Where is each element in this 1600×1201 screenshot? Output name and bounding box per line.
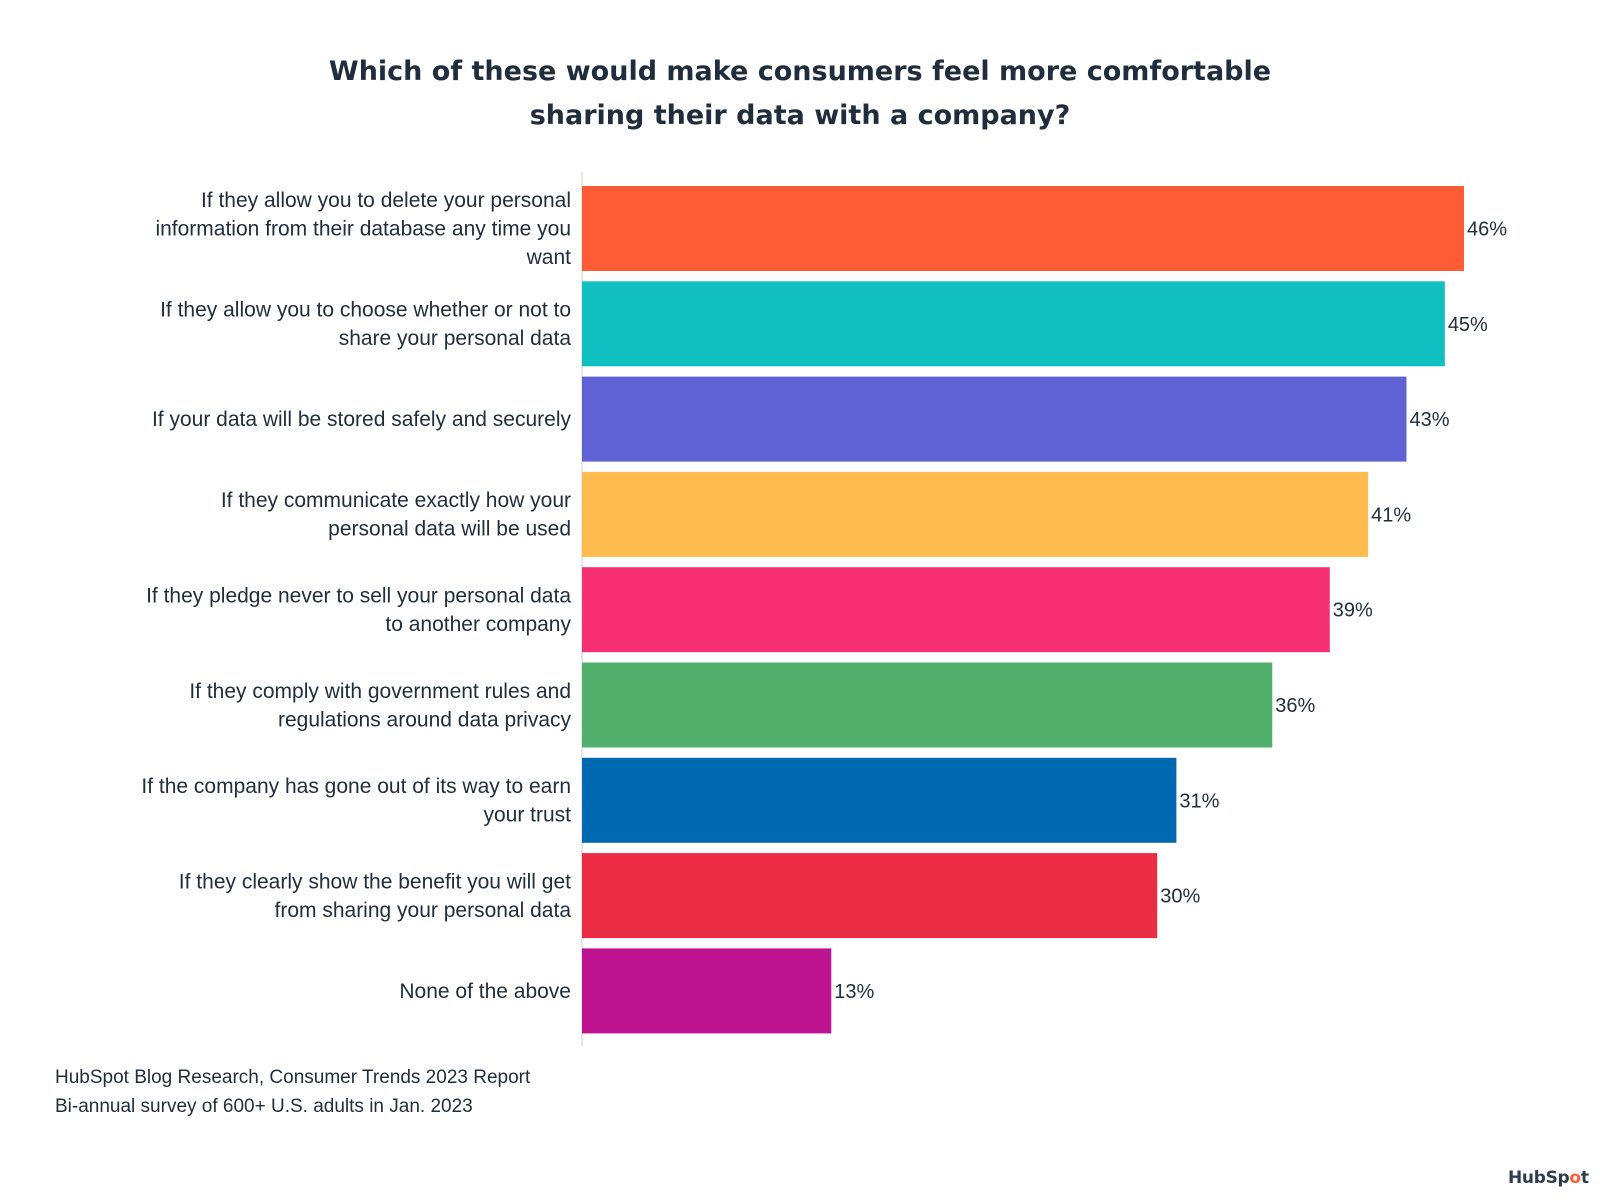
category-label-9: None of the above: [399, 980, 571, 1003]
value-label-5: 39%: [1333, 600, 1373, 622]
category-label-7: If the company has gone out of its way t…: [141, 775, 571, 827]
chart-title-line-2: sharing their data with a company?: [529, 100, 1071, 131]
bar-5: [582, 567, 1330, 653]
value-label-9: 13%: [834, 981, 874, 1003]
category-label-6: If they comply with government rules and…: [189, 680, 571, 732]
bar-1: [582, 186, 1464, 271]
bar-4: [582, 471, 1369, 557]
chart-footer: HubSpot Blog Research, Consumer Trends 2…: [55, 1063, 530, 1121]
bar-2: [582, 281, 1445, 367]
value-label-1: 46%: [1467, 219, 1507, 241]
hubspot-logo: HubSpot: [1508, 1168, 1589, 1188]
category-label-2: If they allow you to choose whether or n…: [160, 299, 571, 351]
category-label-5: If they pledge never to sell your person…: [146, 584, 571, 636]
value-label-8: 30%: [1160, 886, 1200, 908]
value-label-6: 36%: [1275, 695, 1315, 717]
source-text: HubSpot Blog Research, Consumer Trends 2…: [55, 1067, 531, 1088]
value-label-2: 45%: [1448, 314, 1488, 336]
bar-9: [582, 948, 832, 1034]
category-label-4: If they communicate exactly how your pers…: [221, 489, 571, 541]
chart-title-line-1: Which of these would make consumers feel…: [328, 56, 1272, 87]
bar-8: [582, 853, 1158, 939]
value-label-3: 43%: [1409, 409, 1449, 431]
bar-3: [582, 376, 1407, 462]
chart-title: Which of these would make consumers feel…: [0, 50, 1600, 138]
category-label-1: If they allow you to delete your persona…: [155, 189, 571, 269]
category-label-3: If your data will be stored safely and s…: [152, 408, 572, 431]
category-label-8: If they clearly show the benefit you wil…: [179, 870, 572, 922]
value-label-4: 41%: [1371, 504, 1411, 526]
value-label-7: 31%: [1179, 790, 1219, 812]
bar-7: [582, 757, 1177, 843]
survey-note: Bi-annual survey of 600+ U.S. adults in …: [55, 1096, 473, 1117]
bar-6: [582, 662, 1273, 748]
